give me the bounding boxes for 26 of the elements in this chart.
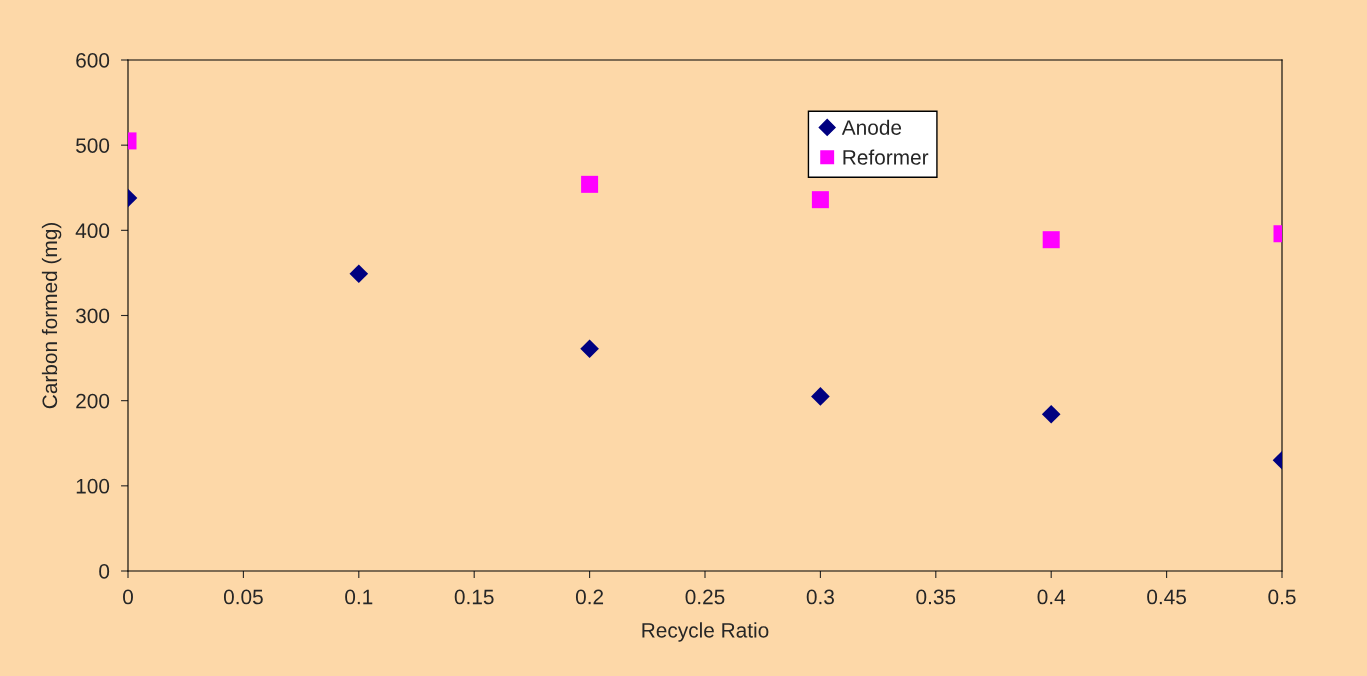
point <box>581 175 599 193</box>
x-tick-label: 0.15 <box>454 589 494 605</box>
x-tick-label: 0.25 <box>685 589 725 605</box>
y-tick-label: 100 <box>76 478 110 494</box>
y-tick-label: 600 <box>76 53 110 68</box>
legend-label: Reformer <box>843 149 929 165</box>
x-tick-label: 0.4 <box>1037 589 1066 605</box>
y-axis-title: Carbon formed (mg) <box>41 223 62 409</box>
point <box>580 339 599 359</box>
x-tick-label: 0 <box>123 589 133 605</box>
y-tick-label: 200 <box>76 393 110 409</box>
legend-label: Anode <box>841 119 902 135</box>
point <box>811 191 829 209</box>
point <box>811 387 830 406</box>
x-tick-label: 0.5 <box>1268 589 1296 605</box>
x-tick-label: 0.35 <box>916 589 956 605</box>
x-tick-label: 0.3 <box>806 589 834 605</box>
x-tick-label: 0.2 <box>575 589 604 605</box>
x-tick-label: 0.45 <box>1147 589 1186 605</box>
x-axis-title: Recycle Ratio <box>642 622 769 642</box>
x-tick-label: 0.05 <box>223 589 263 605</box>
y-tick-label: 500 <box>76 138 110 153</box>
y-tick-label: 400 <box>75 223 110 239</box>
x-tick-label: 0.1 <box>345 589 373 605</box>
y-tick-label: 0 <box>99 564 110 579</box>
y-tick-label: 300 <box>75 308 110 324</box>
